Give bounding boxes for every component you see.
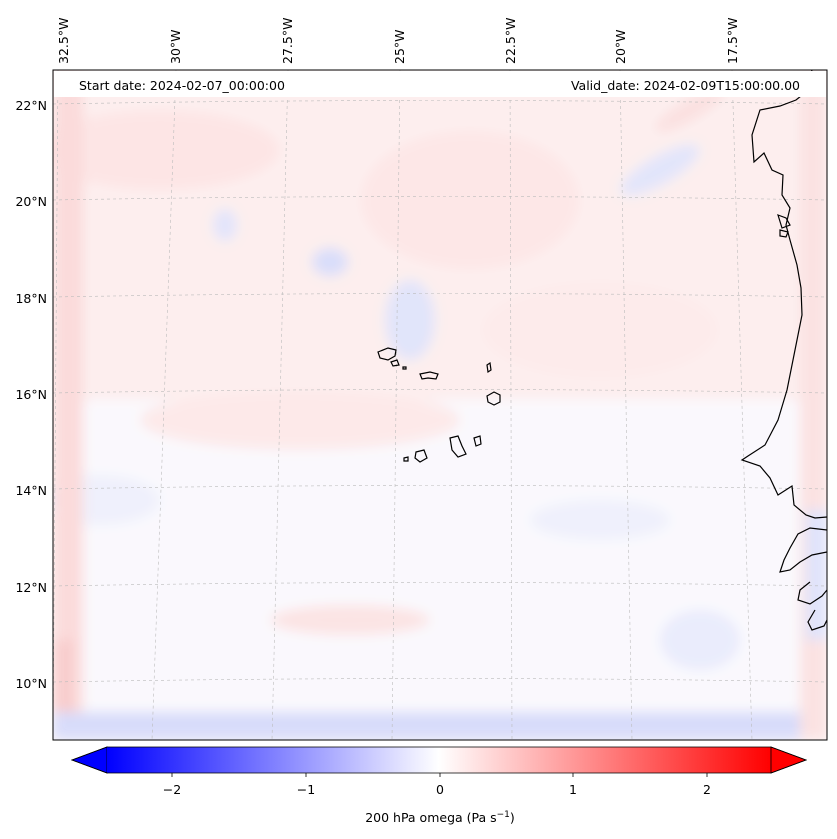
colorbar-min-extend: [70, 746, 108, 774]
lon-label: 27.5°W: [280, 18, 295, 64]
cape-verde-fogo: [414, 449, 428, 463]
meridian-line: [271, 70, 289, 740]
africa-coastline: [807, 609, 827, 631]
island-coastline: [777, 214, 791, 229]
colorbar-label-sup: −1: [497, 810, 510, 820]
lon-label: 20°W: [613, 29, 628, 64]
lat-label: 12°N: [15, 580, 47, 595]
meridian-line: [731, 70, 753, 740]
cape-verde-sao-vicente: [390, 359, 400, 367]
parallel-line: [53, 293, 827, 298]
lon-label: 25°W: [392, 29, 407, 64]
meridian-line: [53, 70, 59, 740]
colorbar-body: [107, 747, 771, 773]
map-frame: [52, 69, 828, 741]
meridian-line: [151, 70, 177, 740]
lon-label: 30°W: [168, 29, 183, 64]
cape-verde-sao-nicolau: [419, 371, 439, 380]
start-date: Start date: 2024-02-07_00:00:00: [79, 78, 285, 93]
colorbar-label-main: 200 hPa omega (Pa s: [365, 810, 496, 825]
lon-label: 22.5°W: [503, 18, 518, 64]
parallel-line: [53, 678, 827, 683]
lat-label: 18°N: [15, 291, 47, 306]
cape-verde-santa-luzia: [402, 366, 407, 370]
meridian-line: [391, 70, 401, 740]
date-banner: [54, 71, 826, 97]
meridian-line: [619, 70, 633, 740]
colorbar-tick-label: −2: [163, 782, 181, 797]
latitude-labels: 22°N 20°N 18°N 16°N 14°N 12°N 10°N: [15, 98, 47, 691]
meridian-line: [509, 70, 513, 740]
lat-label: 20°N: [15, 194, 47, 209]
colorbar-tick-label: 0: [436, 782, 444, 797]
parallel-line: [53, 389, 827, 394]
lon-label: 32.5°W: [56, 18, 71, 64]
colorbar-max-extend: [770, 746, 808, 774]
africa-coastline: [740, 70, 827, 519]
parallel-line: [53, 485, 827, 490]
longitude-labels: 32.5°W 30°W 27.5°W 25°W 22.5°W 20°W 17.5…: [56, 18, 740, 64]
colorbar-tick-label: −1: [297, 782, 315, 797]
colorbar-outline: [70, 746, 808, 774]
colorbar-tick-label: 2: [703, 782, 711, 797]
island-coastline: [779, 229, 789, 238]
colorbar-ticks: [171, 773, 708, 777]
lat-label: 10°N: [15, 676, 47, 691]
cape-verde-maio: [473, 435, 482, 447]
lat-label: 14°N: [15, 483, 47, 498]
cape-verde-santiago: [449, 435, 467, 458]
cape-verde-boa-vista: [486, 391, 501, 406]
africa-coastline: [779, 527, 827, 573]
parallel-line: [53, 100, 827, 105]
valid-date: Valid_date: 2024-02-09T15:00:00.00: [571, 78, 800, 93]
omega-field: [53, 70, 827, 740]
colorbar-label: 200 hPa omega (Pa s−1): [365, 810, 515, 825]
cape-verde-santo-antao: [377, 347, 397, 361]
parallel-line: [53, 196, 827, 201]
cape-verde-sal: [486, 361, 492, 374]
africa-coastline: [797, 581, 827, 605]
parallel-line: [53, 582, 827, 587]
colorbar-label-end: ): [510, 810, 515, 825]
colorbar-tick-label: 1: [569, 782, 577, 797]
colorbar: −2 −1 0 1 2 200 hPa omega (Pa s−1): [70, 746, 808, 825]
cape-verde-brava: [403, 456, 409, 462]
lon-label: 17.5°W: [725, 18, 740, 64]
lat-label: 22°N: [15, 98, 47, 113]
coastlines: [377, 70, 827, 631]
lat-label: 16°N: [15, 387, 47, 402]
graticule: [53, 70, 827, 740]
